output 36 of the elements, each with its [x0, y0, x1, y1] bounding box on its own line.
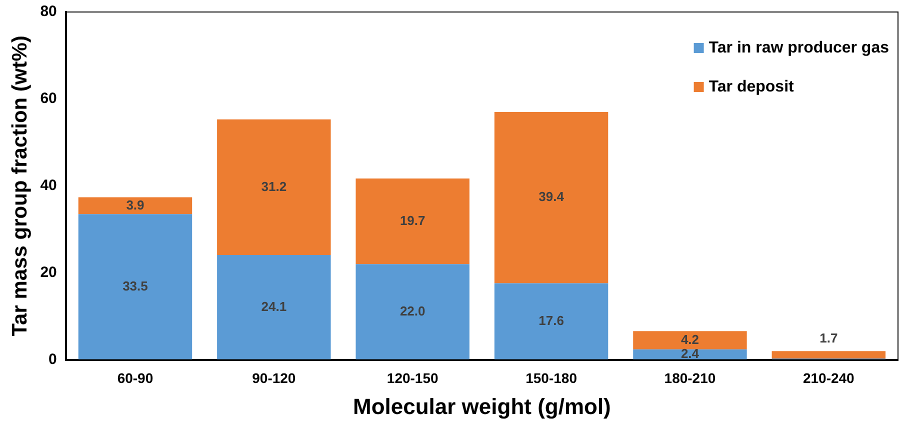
- y-axis-title: Tar mass group fraction (wt%): [8, 36, 32, 336]
- data-label: 2.4: [680, 346, 700, 362]
- y-tick-label: 20: [40, 264, 57, 281]
- bar: [217, 255, 331, 360]
- x-axis-title: Molecular weight (g/mol): [352, 394, 611, 419]
- y-tick-label: 80: [40, 3, 57, 20]
- x-tick-label: 210-240: [802, 370, 855, 386]
- y-tick-label: 0: [48, 350, 57, 368]
- y-tick-label: 60: [40, 90, 57, 108]
- x-tick-label: 90-120: [252, 370, 296, 386]
- legend-label: Tar in raw producer gas: [708, 39, 890, 56]
- bar: [633, 331, 747, 350]
- data-label: 19.7: [400, 212, 426, 228]
- bar: [494, 112, 608, 284]
- bar: [78, 214, 192, 360]
- y-tick-label: 40: [40, 177, 57, 194]
- bar: [772, 351, 886, 358]
- x-tick-label: 180-210: [664, 370, 716, 386]
- data-label: 17.6: [538, 313, 564, 328]
- data-label: 1.7: [820, 330, 838, 346]
- x-tick-label: 150-180: [526, 370, 578, 386]
- x-tick-label: 60-90: [117, 370, 154, 386]
- data-label: 33.5: [122, 278, 148, 294]
- data-label: 22.0: [400, 304, 426, 319]
- legend-label: Tar deposit: [708, 78, 795, 96]
- bar: [494, 283, 608, 360]
- x-tick-label: 120-150: [386, 370, 438, 386]
- bar: [356, 178, 470, 264]
- bar: [356, 264, 470, 360]
- bar: [78, 197, 192, 214]
- data-label: 3.9: [126, 197, 144, 212]
- data-label: 39.4: [538, 189, 565, 204]
- data-label: 4.2: [680, 332, 700, 347]
- data-label: 31.2: [261, 178, 287, 194]
- data-label: 24.1: [261, 298, 287, 314]
- bar: [217, 119, 331, 256]
